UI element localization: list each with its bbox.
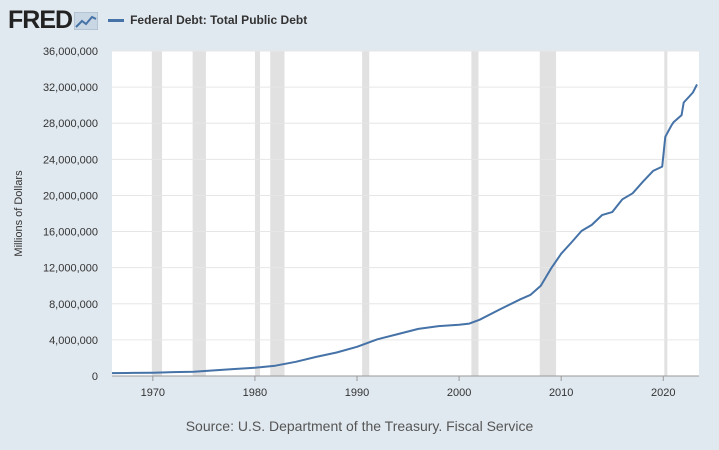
x-tick-label: 2000 (447, 387, 471, 399)
recession-band (270, 51, 285, 376)
y-tick-label: 28,000,000 (43, 118, 98, 130)
x-tick-label: 1980 (243, 387, 267, 399)
y-tick-label: 8,000,000 (49, 299, 98, 311)
y-tick-label: 32,000,000 (43, 82, 98, 94)
legend-entry[interactable]: Federal Debt: Total Public Debt (108, 13, 307, 27)
legend-line-swatch (108, 18, 125, 22)
x-tick-label: 1970 (141, 387, 165, 399)
x-tick-label: 2010 (549, 387, 573, 399)
series (111, 83, 698, 375)
recession-bands (151, 51, 668, 376)
recession-band (362, 51, 370, 376)
recession-band (471, 51, 479, 376)
y-tick-label: 16,000,000 (43, 227, 98, 239)
recession-band (254, 51, 261, 376)
y-tick-label: 24,000,000 (43, 154, 98, 166)
y-tick-label: 36,000,000 (43, 46, 98, 58)
recession-band (192, 51, 206, 376)
y-tick-label: 4,000,000 (49, 335, 98, 347)
gridlines (112, 50, 699, 341)
axes: 0 4,000,000 8,000,000 12,000,000 16,000,000 2… (43, 46, 699, 399)
fred-graph-icon (74, 12, 99, 30)
chart-header: FRED Federal Debt: Total Public Debt (8, 6, 307, 34)
x-tick-label: 2020 (651, 387, 675, 399)
fred-logo[interactable]: FRED (8, 6, 73, 34)
source-note: Source: U.S. Department of the Treasury.… (185, 418, 534, 434)
y-tick-label: 0 (92, 371, 98, 383)
x-tick-label: 1990 (345, 387, 369, 399)
recession-band (151, 51, 163, 376)
legend-label: Federal Debt: Total Public Debt (130, 13, 308, 27)
y-axis-title: Millions of Dollars (13, 170, 25, 257)
recession-band (664, 51, 668, 376)
recession-band (539, 51, 557, 376)
y-tick-label: 20,000,000 (43, 190, 98, 202)
series-line[interactable] (111, 83, 698, 375)
y-tick-label: 12,000,000 (43, 263, 98, 275)
plot-background (112, 51, 699, 376)
